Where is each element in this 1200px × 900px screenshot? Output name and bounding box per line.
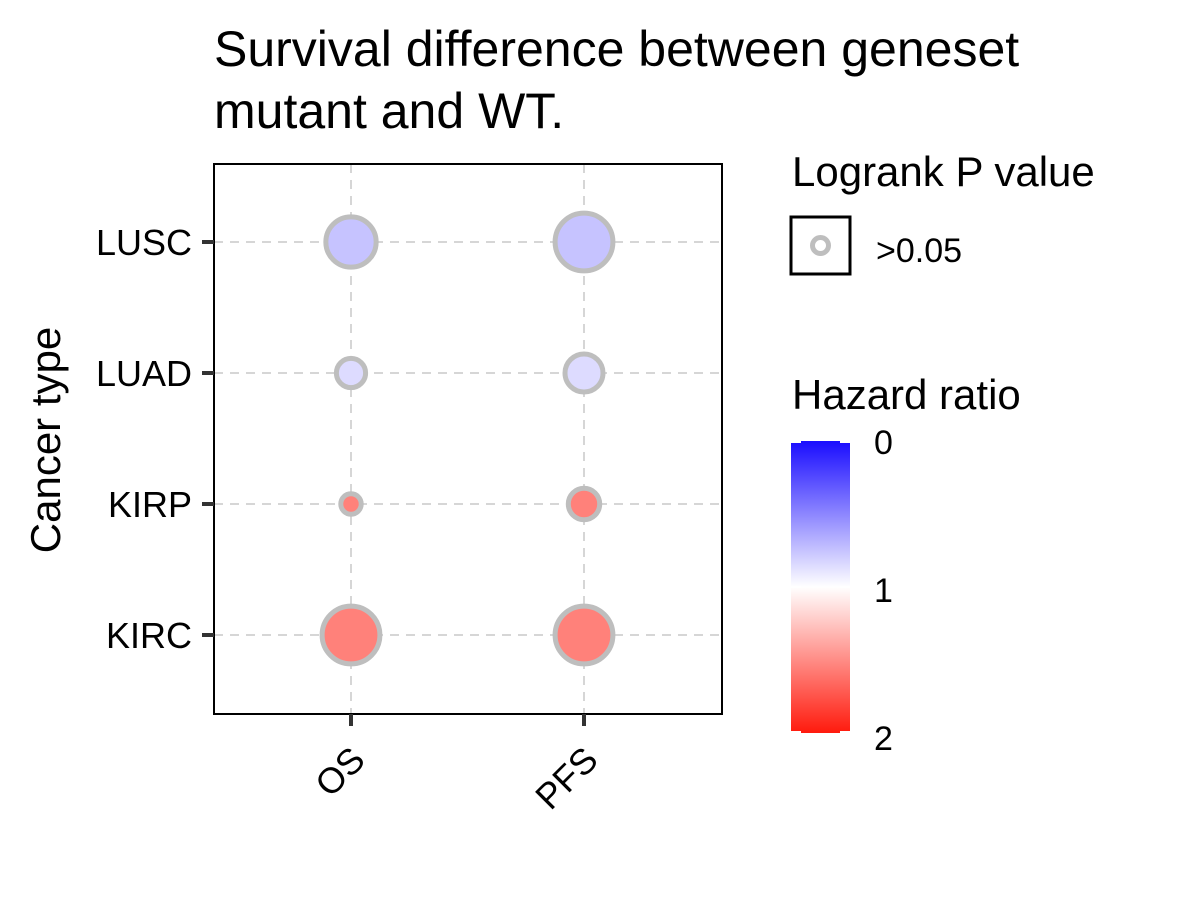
point-kirp-pfs: [565, 485, 603, 523]
chart-title-line-1: Survival difference between geneset: [214, 21, 1019, 77]
colorbar-label-0: 0: [874, 424, 893, 462]
pvalue-legend-entry: >0.05: [876, 232, 962, 270]
point-luad-os: [333, 355, 369, 391]
colorbar-label-2: 2: [874, 720, 893, 758]
plot-panel-border: [213, 163, 723, 715]
y-tick-label-luad: LUAD: [96, 353, 192, 394]
grid-lines: [214, 164, 722, 714]
point-luad-pfs: [562, 351, 606, 395]
point-lusc-os: [323, 214, 379, 270]
y-tick-label-kirp: KIRP: [108, 484, 192, 525]
pvalue-legend: Logrank P value >0.05: [789, 148, 1095, 276]
point-lusc-pfs: [552, 210, 616, 274]
y-axis: KIRC KIRP LUAD LUSC: [96, 222, 214, 656]
point-kirc-os: [319, 603, 383, 667]
x-tick-label-pfs: PFS: [527, 739, 605, 817]
point-kirp-os: [338, 491, 364, 517]
y-tick-label-kirc: KIRC: [106, 615, 192, 656]
pvalue-legend-symbol: [810, 235, 831, 256]
hazard-ratio-legend: Hazard ratio 0 1 2: [791, 371, 1021, 758]
y-axis-title: Cancer type: [22, 327, 69, 553]
y-tick-label-lusc: LUSC: [96, 222, 192, 263]
x-tick-label-os: OS: [307, 739, 373, 805]
colorbar-label-1: 1: [874, 572, 893, 610]
data-points: [319, 210, 616, 667]
pvalue-legend-key: [789, 215, 852, 276]
x-axis: OS PFS: [307, 714, 606, 817]
chart-title-line-2: mutant and WT.: [214, 83, 564, 139]
pvalue-legend-title: Logrank P value: [792, 148, 1095, 195]
point-kirc-pfs: [552, 603, 616, 667]
hazard-ratio-legend-title: Hazard ratio: [792, 371, 1021, 418]
